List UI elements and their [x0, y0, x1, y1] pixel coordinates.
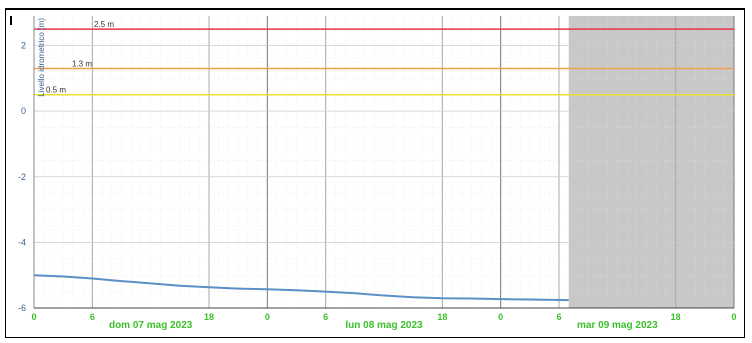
x-tick-label: 6	[323, 312, 328, 322]
threshold-label: 0.5 m	[46, 86, 66, 95]
x-tick-label: 6	[556, 312, 561, 322]
x-tick-label: 0	[731, 312, 736, 322]
y-tick-label: 0	[21, 106, 26, 116]
x-tick-label: 0	[498, 312, 503, 322]
x-date-label: dom 07 mag 2023	[109, 320, 193, 331]
corner-marker	[10, 16, 12, 25]
x-tick-label: 6	[90, 312, 95, 322]
y-tick-label: -2	[18, 172, 26, 182]
threshold-label: 2.5 m	[94, 20, 114, 29]
x-tick-label: 18	[204, 312, 214, 322]
water-level-chart: 2.5 m 1.3 m 0.5 m 2 0 -2 -4 -6 0 6 18 0 6 18 0 6 18 0 dom …	[10, 16, 737, 331]
x-tick-label: 0	[31, 312, 36, 322]
x-date-label: lun 08 mag 2023	[345, 320, 423, 331]
y-tick-label: -4	[18, 237, 26, 247]
water-level-line	[33, 274, 569, 302]
y-tick-label: -6	[18, 303, 26, 313]
y-axis-label: Livello idrometrico (m)	[37, 18, 46, 97]
y-tick-label: 2	[21, 41, 26, 51]
x-tick-label: 18	[437, 312, 447, 322]
x-tick-label: 0	[265, 312, 270, 322]
x-date-label: mar 09 mag 2023	[577, 320, 658, 331]
threshold-label: 1.3 m	[72, 59, 92, 68]
x-tick-label: 18	[671, 312, 681, 322]
forecast-shaded-region	[568, 16, 734, 308]
chart-frame: 2.5 m 1.3 m 0.5 m 2 0 -2 -4 -6 0 6 18 0 6 18 0 6 18 0 dom …	[5, 8, 745, 338]
